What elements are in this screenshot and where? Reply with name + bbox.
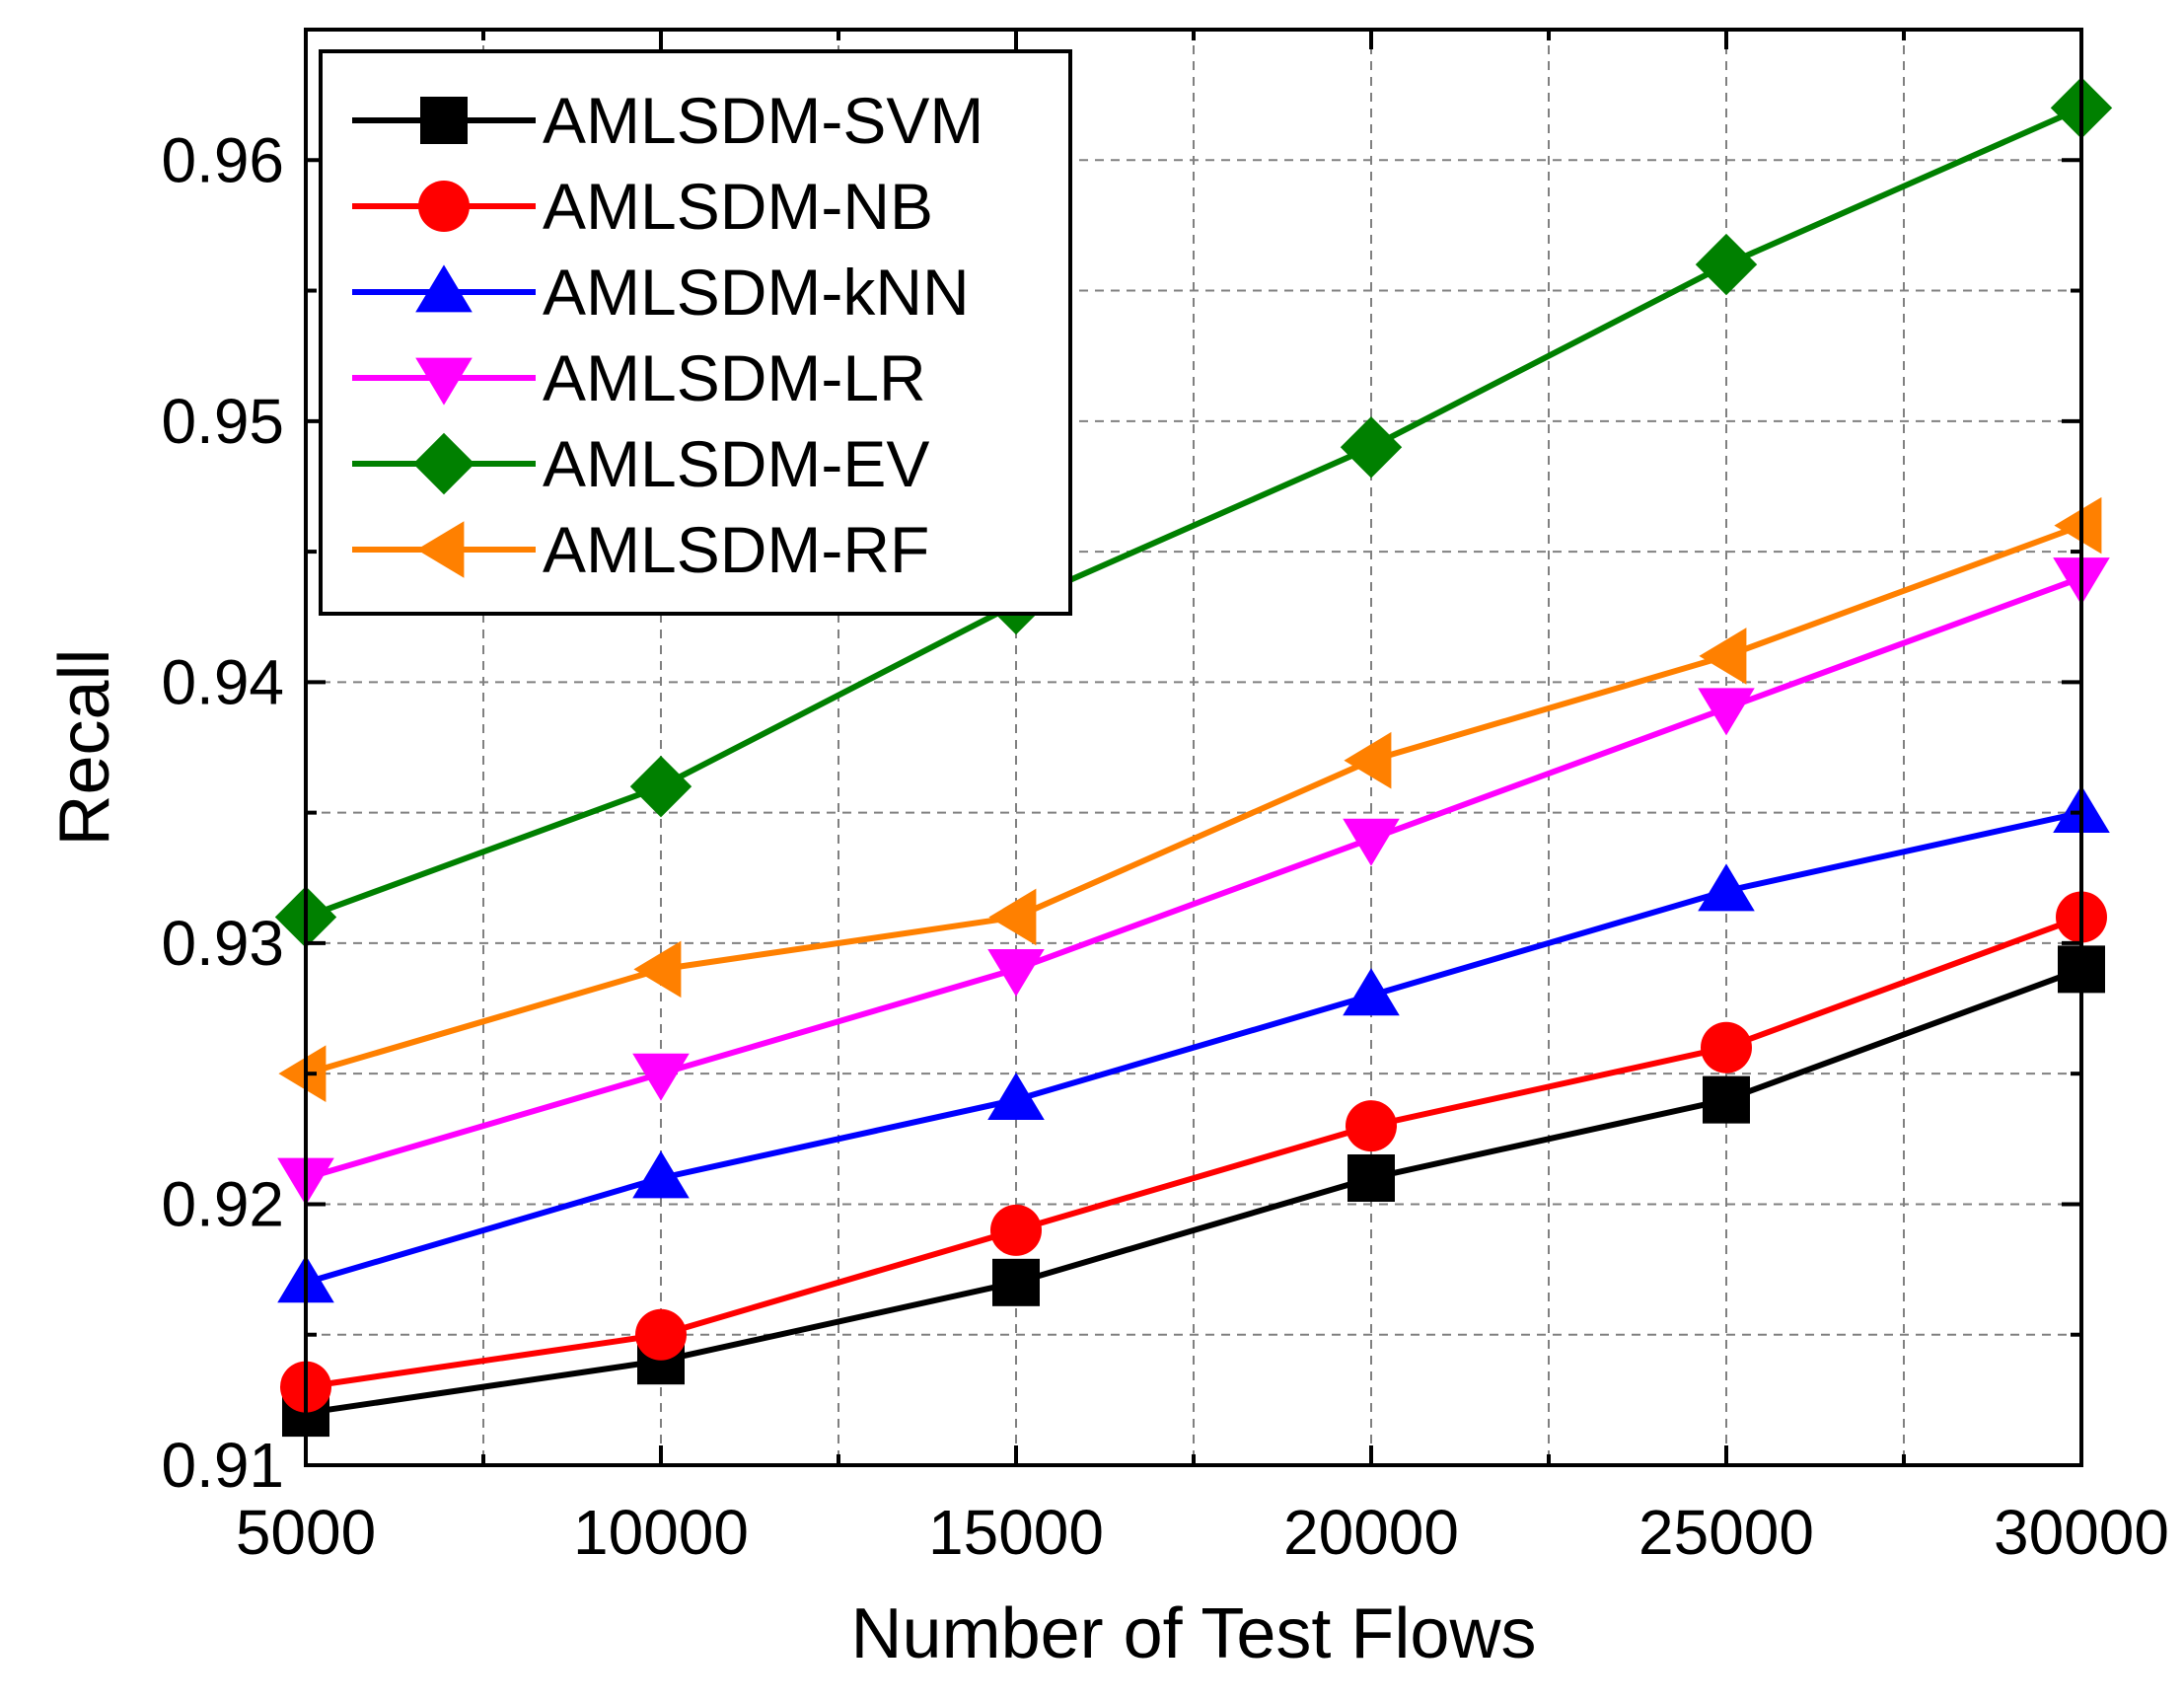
series-line-amlsdm-svm <box>305 966 2083 1417</box>
legend-item-amlsdm-ev: AMLSDM-EV <box>352 427 929 500</box>
data-point-amlsdm-rf <box>278 1045 327 1102</box>
data-point-amlsdm-svm <box>1703 1075 1750 1124</box>
data-point-amlsdm-nb <box>1701 1021 1752 1073</box>
legend-item-amlsdm-lr: AMLSDM-LR <box>352 341 926 414</box>
data-point-amlsdm-ev <box>629 755 692 818</box>
series-line-amlsdm-nb <box>305 914 2083 1390</box>
data-point-amlsdm-rf <box>988 888 1037 946</box>
legend-label: AMLSDM-LR <box>543 341 926 414</box>
series-line-amlsdm-ev <box>304 105 2083 921</box>
legend-item-amlsdm-knn: AMLSDM-kNN <box>352 256 970 329</box>
legend-item-amlsdm-rf: AMLSDM-RF <box>352 513 929 586</box>
data-point-amlsdm-rf <box>2054 496 2102 555</box>
y-tick-label: 0.95 <box>161 386 284 457</box>
series-line-amlsdm-rf <box>305 522 2083 1077</box>
x-tick-label: 10000 <box>573 1497 749 1568</box>
legend-label: AMLSDM-EV <box>543 427 929 500</box>
data-point-amlsdm-nb <box>635 1308 687 1361</box>
data-point-amlsdm-nb <box>1346 1100 1397 1152</box>
legend-marker <box>418 181 470 232</box>
data-point-amlsdm-knn <box>1343 968 1400 1016</box>
series-line-amlsdm-lr <box>305 574 2083 1181</box>
legend: AMLSDM-SVM AMLSDM-NB AMLSDM-kNN AMLSDM-LR AM… <box>319 49 1072 616</box>
y-tick-label: 0.92 <box>161 1168 284 1239</box>
data-point-amlsdm-lr <box>987 948 1045 997</box>
legend-label: AMLSDM-SVM <box>543 84 983 157</box>
data-point-amlsdm-rf <box>1699 628 1747 685</box>
legend-item-amlsdm-nb: AMLSDM-NB <box>352 170 933 243</box>
y-tick-label: 0.93 <box>161 908 284 979</box>
data-point-amlsdm-lr <box>1698 688 1755 736</box>
data-point-amlsdm-svm <box>992 1258 1040 1306</box>
data-point-amlsdm-knn <box>632 1150 690 1199</box>
legend-marker <box>415 264 473 313</box>
y-tick-label: 0.94 <box>161 646 284 717</box>
data-point-amlsdm-rf <box>633 940 682 999</box>
series-amlsdm-rf <box>278 496 2102 1102</box>
legend-label: AMLSDM-kNN <box>543 256 970 329</box>
y-axis-title: Recall <box>45 648 124 846</box>
legend-marker <box>420 97 468 144</box>
data-point-amlsdm-ev <box>1695 233 1758 296</box>
axes: 5000 10000 15000 20000 25000 30000 0.91 0.92 0.9… <box>161 28 2169 1568</box>
data-point-amlsdm-lr <box>632 1053 690 1101</box>
data-point-amlsdm-rf <box>1344 731 1392 789</box>
x-tick-label: 5000 <box>236 1497 376 1568</box>
data-point-amlsdm-ev <box>1340 416 1403 479</box>
y-tick-label: 0.96 <box>161 124 284 195</box>
legend-label: AMLSDM-RF <box>543 513 929 586</box>
data-point-amlsdm-knn <box>1698 863 1755 912</box>
x-tick-label: 25000 <box>1638 1497 1814 1568</box>
legend-marker <box>416 521 465 578</box>
data-point-amlsdm-svm <box>1347 1154 1395 1202</box>
x-tick-label: 30000 <box>1994 1497 2169 1568</box>
y-tick-label: 0.91 <box>161 1430 284 1501</box>
series-line-amlsdm-knn <box>305 809 2082 1286</box>
series-amlsdm-knn <box>277 785 2110 1303</box>
x-tick-label: 15000 <box>928 1497 1104 1568</box>
data-point-amlsdm-nb <box>990 1204 1042 1256</box>
legend-label: AMLSDM-NB <box>543 170 933 243</box>
x-axis-title: Number of Test Flows <box>851 1594 1537 1673</box>
legend-marker <box>415 357 473 406</box>
legend-marker <box>412 432 475 495</box>
legend-box <box>319 49 1072 616</box>
legend-item-amlsdm-svm: AMLSDM-SVM <box>352 84 983 157</box>
data-point-amlsdm-knn <box>987 1073 1045 1121</box>
data-point-amlsdm-lr <box>1343 818 1400 866</box>
x-tick-label: 20000 <box>1283 1497 1459 1568</box>
